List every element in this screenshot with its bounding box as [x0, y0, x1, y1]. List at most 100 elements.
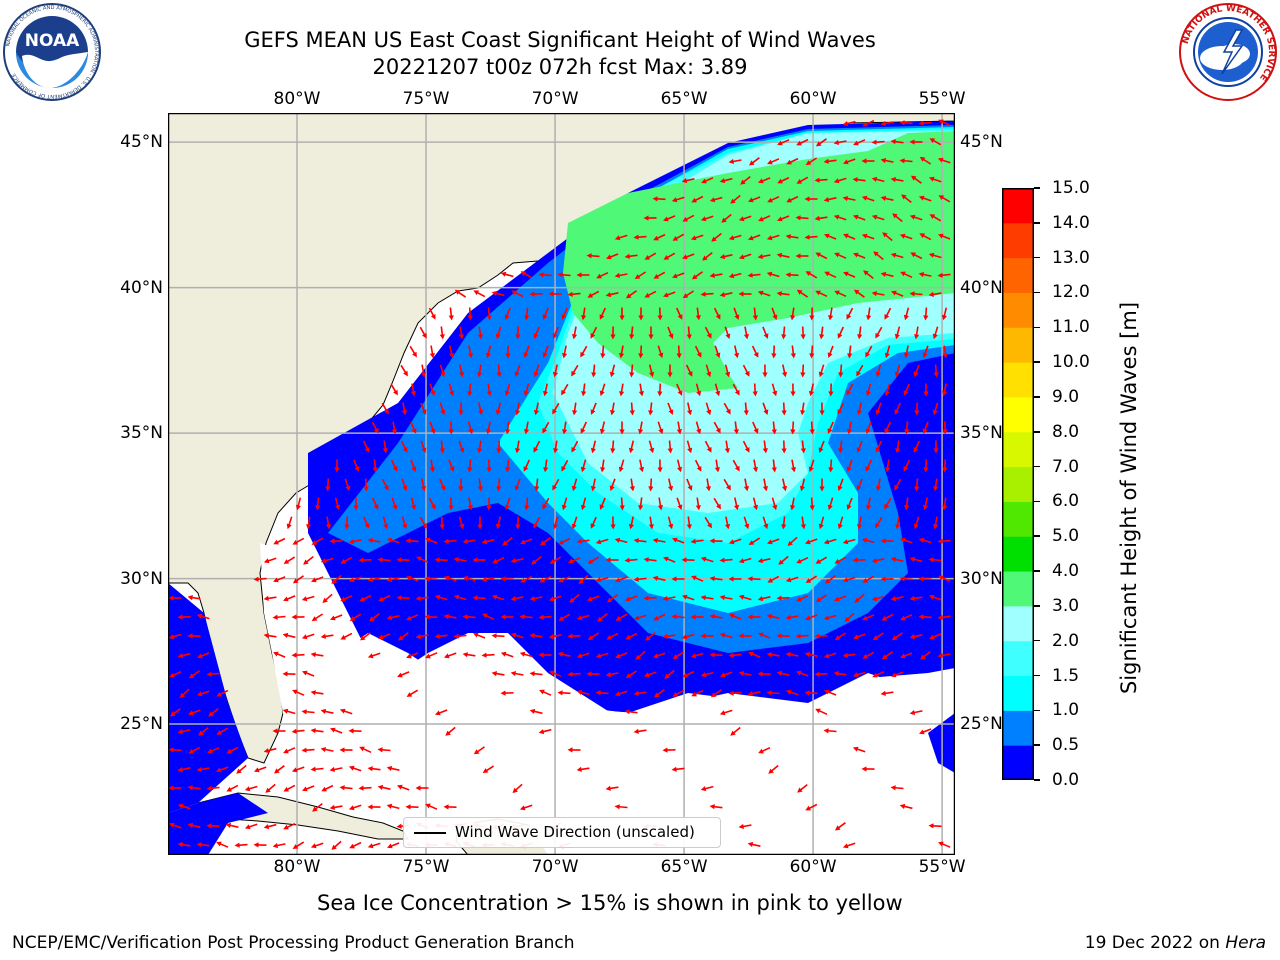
- wave-direction-arrow: [891, 290, 904, 297]
- wave-direction-arrow: [768, 764, 779, 774]
- wave-direction-arrow: [837, 326, 845, 339]
- wave-direction-arrow: [758, 746, 771, 754]
- wave-direction-arrow: [168, 747, 182, 753]
- wave-direction-arrow: [643, 671, 657, 678]
- wave-direction-arrow: [339, 785, 353, 791]
- wave-direction-arrow: [558, 613, 571, 621]
- wave-direction-arrow: [253, 842, 267, 848]
- wave-direction-arrow: [834, 556, 847, 564]
- wave-direction-arrow: [434, 594, 448, 601]
- wave-direction-arrow: [933, 364, 939, 378]
- wave-direction-arrow: [871, 176, 885, 183]
- wave-direction-arrow: [502, 536, 513, 546]
- wave-direction-arrow: [885, 459, 891, 473]
- wave-direction-arrow: [653, 613, 666, 621]
- wave-direction-arrow: [657, 497, 663, 511]
- wave-direction-arrow: [396, 557, 410, 563]
- wave-direction-arrow: [419, 326, 427, 339]
- wave-direction-arrow: [197, 652, 210, 659]
- wave-direction-arrow: [272, 843, 286, 849]
- wave-direction-arrow: [694, 345, 702, 358]
- lon-label-bottom: 55°W: [918, 857, 966, 877]
- wave-direction-arrow: [567, 747, 581, 753]
- wave-direction-arrow: [310, 728, 324, 734]
- wave-direction-arrow: [398, 631, 409, 641]
- wave-direction-arrow: [481, 576, 495, 582]
- wave-direction-arrow: [648, 478, 654, 492]
- colorbar-segment: [1002, 640, 1034, 677]
- wave-direction-arrow: [634, 271, 647, 279]
- wave-direction-arrow: [572, 402, 578, 416]
- wave-direction-arrow: [728, 652, 742, 658]
- wave-direction-arrow: [856, 364, 864, 377]
- wave-direction-arrow: [282, 708, 296, 715]
- wave-direction-arrow: [481, 538, 495, 545]
- wave-direction-arrow: [419, 516, 427, 529]
- wave-direction-arrow: [909, 556, 923, 563]
- colorbar-tick-mark: [1034, 187, 1040, 189]
- wave-direction-arrow: [702, 251, 713, 261]
- wave-direction-arrow: [890, 785, 904, 791]
- wave-direction-arrow: [805, 575, 818, 583]
- wave-direction-arrow: [942, 459, 948, 473]
- wave-direction-arrow: [633, 576, 647, 582]
- wave-direction-arrow: [828, 459, 834, 473]
- wave-direction-arrow: [914, 326, 920, 340]
- colorbar-tick-mark: [1034, 256, 1040, 259]
- wave-direction-arrow: [282, 632, 296, 639]
- wave-direction-arrow: [619, 383, 625, 397]
- wave-direction-arrow: [644, 252, 657, 260]
- wave-direction-arrow: [410, 459, 417, 472]
- wave-direction-arrow: [823, 158, 837, 164]
- wave-direction-arrow: [724, 364, 731, 378]
- wave-direction-arrow: [567, 633, 581, 639]
- colorbar-tick-label: 1.0: [1052, 700, 1080, 721]
- wave-direction-arrow: [485, 345, 492, 359]
- wave-direction-arrow: [504, 497, 511, 511]
- wave-direction-arrow: [500, 651, 514, 658]
- wave-direction-arrow: [842, 196, 856, 202]
- wave-direction-arrow: [824, 689, 837, 696]
- wave-direction-arrow: [734, 497, 740, 511]
- lat-label-right: 25°N: [960, 714, 1003, 735]
- colorbar-segment: [1002, 431, 1034, 468]
- wave-direction-arrow: [595, 690, 609, 696]
- colorbar-segment: [1002, 675, 1034, 711]
- wave-direction-arrow: [372, 459, 378, 473]
- wave-direction-arrow: [558, 537, 571, 545]
- wave-direction-arrow: [700, 671, 714, 678]
- wave-direction-arrow: [539, 689, 552, 696]
- wave-direction-arrow: [762, 402, 769, 415]
- wave-direction-arrow: [625, 670, 638, 679]
- wave-direction-arrow: [663, 556, 676, 563]
- wave-direction-arrow: [320, 557, 334, 564]
- wave-direction-arrow: [244, 823, 258, 830]
- wave-direction-arrow: [890, 139, 904, 145]
- wave-direction-arrow: [168, 633, 182, 640]
- colorbar-segment: [1002, 710, 1034, 746]
- wave-direction-arrow: [500, 614, 514, 620]
- wave-direction-arrow: [799, 478, 806, 492]
- wave-direction-arrow: [918, 537, 932, 544]
- wave-direction-arrow: [571, 440, 579, 453]
- wave-direction-arrow: [633, 234, 647, 240]
- wave-direction-arrow: [904, 421, 910, 435]
- wave-direction-arrow: [732, 383, 740, 396]
- wave-direction-arrow: [938, 841, 951, 848]
- wave-direction-arrow: [605, 785, 619, 791]
- wave-direction-arrow: [824, 233, 837, 240]
- wave-direction-arrow: [301, 747, 315, 753]
- wave-direction-arrow: [884, 345, 891, 359]
- wave-direction-arrow: [709, 538, 723, 544]
- wave-direction-arrow: [367, 804, 381, 810]
- wave-direction-arrow: [216, 689, 229, 697]
- wave-direction-arrow: [409, 421, 417, 434]
- legend-label: Wind Wave Direction (unscaled): [455, 823, 695, 841]
- colorbar-tick-mark: [1034, 222, 1040, 224]
- wave-direction-arrow: [814, 633, 828, 639]
- wave-direction-arrow: [853, 289, 865, 298]
- wave-direction-arrow: [663, 252, 676, 260]
- wave-direction-arrow: [177, 842, 191, 848]
- wave-direction-arrow: [614, 234, 628, 241]
- wave-direction-arrow: [676, 459, 683, 473]
